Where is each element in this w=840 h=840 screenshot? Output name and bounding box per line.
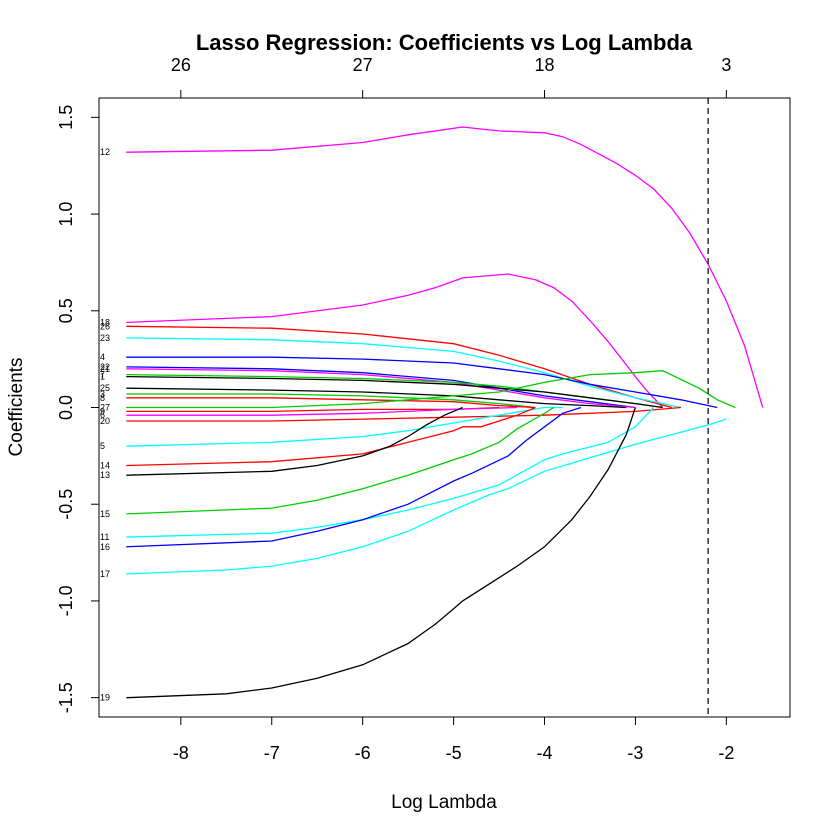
- series-label-22: 22: [100, 362, 110, 372]
- series-label-3: 3: [100, 389, 105, 399]
- series-label-12: 12: [100, 147, 110, 157]
- y-axis-label: Coefficients: [6, 358, 27, 457]
- series-label-1: 1: [100, 372, 105, 382]
- series-label-13: 13: [100, 470, 110, 480]
- axes-layer: -8 -7 -6 -5 -4 -3 -226 27 18 3-1.5-1.0-0.50.00.51…: [56, 55, 791, 763]
- series-line-5: [126, 406, 563, 447]
- series-line-19: [126, 407, 637, 699]
- y-tick-label: -1.5: [56, 682, 76, 713]
- series-label-27: 27: [100, 403, 110, 413]
- series-label-4: 4: [100, 352, 105, 362]
- x-axis-label: Log Lambda: [391, 792, 497, 813]
- series-label-17: 17: [100, 569, 110, 579]
- series-label-5: 5: [100, 441, 105, 451]
- series-label-25: 25: [100, 383, 110, 393]
- top-tick-label: 18: [534, 55, 554, 75]
- series-line-25: [126, 387, 627, 409]
- top-tick-label: 26: [171, 55, 191, 75]
- y-tick-label: -0.5: [56, 489, 76, 520]
- series-line-13: [126, 406, 463, 476]
- series-line-11: [126, 407, 655, 538]
- x-tick-label: -2: [718, 743, 734, 763]
- series-label-21: 21: [100, 364, 110, 374]
- y-tick-label: 0.0: [56, 395, 76, 420]
- y-tick-label: 1.0: [56, 202, 76, 227]
- series-label-23: 23: [100, 333, 110, 343]
- series-line-20: [126, 406, 681, 422]
- series-label-14: 14: [100, 461, 110, 471]
- series-line-6: [126, 406, 518, 416]
- series-line-3: [126, 393, 536, 409]
- series-label-7: 7: [100, 370, 105, 380]
- y-tick-label: -1.0: [56, 585, 76, 616]
- x-tick-label: -7: [264, 743, 280, 763]
- series-line-17: [126, 418, 727, 575]
- series-line-18: [126, 273, 664, 408]
- series-label-18: 18: [100, 317, 110, 327]
- x-tick-label: -6: [355, 743, 371, 763]
- x-tick-label: -4: [537, 743, 553, 763]
- series-line-23: [126, 337, 682, 409]
- series-label-15: 15: [100, 509, 110, 519]
- series-line-4: [126, 356, 718, 409]
- series-label-19: 19: [100, 693, 110, 703]
- series-label-16: 16: [100, 542, 110, 552]
- top-tick-label: 3: [721, 55, 731, 75]
- x-tick-label: -8: [173, 743, 189, 763]
- chart-title: Lasso Regression: Coefficients vs Log La…: [196, 30, 693, 55]
- series-line-1: [126, 375, 663, 409]
- series-label-20: 20: [100, 416, 110, 426]
- series-label-26: 26: [100, 321, 110, 331]
- series-line-8: [126, 397, 536, 409]
- series-label-9: 9: [100, 406, 105, 416]
- series-label-11: 11: [100, 532, 109, 542]
- x-tick-label: -3: [627, 743, 643, 763]
- series-line-12: [126, 126, 764, 408]
- x-tick-label: -5: [446, 743, 462, 763]
- y-tick-label: 1.5: [56, 105, 76, 130]
- top-tick-label: 27: [353, 55, 373, 75]
- series-line-22: [126, 366, 636, 409]
- series-label-8: 8: [100, 393, 105, 403]
- y-tick-label: 0.5: [56, 298, 76, 323]
- series-line-14: [126, 406, 536, 467]
- series-line-16: [126, 406, 582, 548]
- series-line-15: [126, 406, 554, 515]
- series-label-6: 6: [100, 410, 105, 420]
- series-line-27: [126, 370, 736, 409]
